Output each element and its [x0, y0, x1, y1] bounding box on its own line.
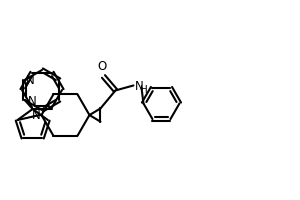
Text: H: H [140, 85, 148, 95]
Text: O: O [98, 60, 107, 73]
Text: N: N [28, 95, 37, 108]
Text: N: N [32, 109, 40, 122]
Text: N: N [134, 80, 143, 93]
Text: N: N [26, 73, 34, 86]
